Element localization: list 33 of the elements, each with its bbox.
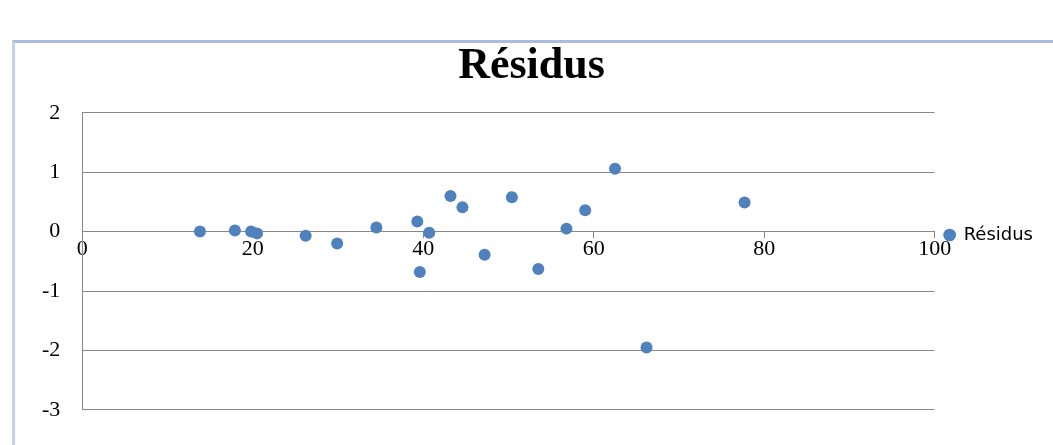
x-tick-label: 100 bbox=[918, 234, 952, 260]
point bbox=[370, 221, 383, 234]
y-tick-label: 1 bbox=[49, 157, 61, 183]
point bbox=[228, 224, 241, 237]
point bbox=[251, 227, 264, 240]
x-tick-label: 0 bbox=[76, 234, 88, 260]
point bbox=[411, 215, 424, 228]
point bbox=[423, 226, 436, 239]
y-tick-label: -1 bbox=[42, 276, 61, 302]
point bbox=[413, 265, 426, 278]
point bbox=[609, 162, 622, 175]
x-tick-label: 80 bbox=[753, 234, 776, 260]
x-tick-label: 60 bbox=[582, 234, 605, 260]
x-tick-label: 20 bbox=[241, 234, 264, 260]
point bbox=[478, 248, 491, 261]
y-tick-label: 0 bbox=[49, 217, 61, 243]
point bbox=[331, 237, 344, 250]
point bbox=[738, 196, 751, 209]
y-tick-label: -3 bbox=[42, 395, 61, 421]
legend-label: Résidus bbox=[963, 222, 1034, 244]
point bbox=[640, 341, 653, 354]
point bbox=[456, 201, 469, 214]
chart-title: Résidus bbox=[458, 38, 605, 88]
point bbox=[444, 189, 457, 202]
point bbox=[532, 263, 545, 276]
point bbox=[299, 229, 312, 242]
point bbox=[505, 191, 518, 204]
x-tick-label: 40 bbox=[412, 234, 435, 260]
point bbox=[560, 222, 573, 235]
y-tick-label: -2 bbox=[42, 336, 61, 362]
y-tick-label: 2 bbox=[49, 98, 61, 124]
point bbox=[579, 204, 592, 217]
point bbox=[193, 225, 206, 238]
